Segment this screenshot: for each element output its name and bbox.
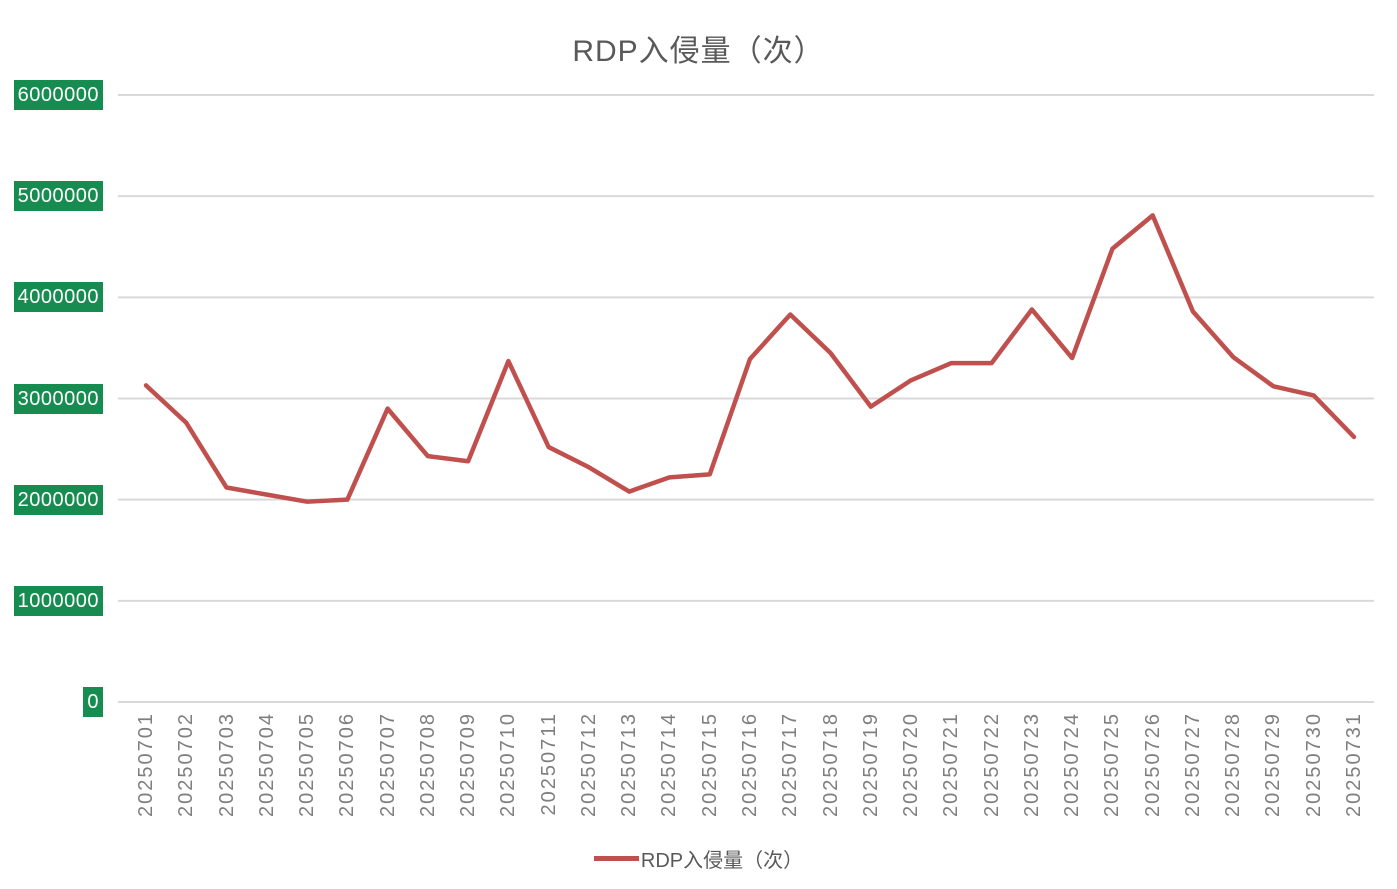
x-axis-label: 20250715 xyxy=(698,712,721,817)
x-axis-label: 20250717 xyxy=(779,712,802,817)
y-axis-label: 1000000 xyxy=(0,585,103,616)
x-axis-label: 20250728 xyxy=(1222,712,1245,817)
x-axis-label: 20250719 xyxy=(859,712,882,817)
x-axis-label: 20250707 xyxy=(376,712,399,817)
y-axis-label-text: 3000000 xyxy=(13,383,103,414)
x-axis-label: 20250716 xyxy=(739,712,761,817)
x-axis-label: 20250706 xyxy=(336,712,359,817)
x-axis-label: 20250702 xyxy=(175,712,198,817)
legend-label: RDP入侵量（次） xyxy=(640,850,804,872)
x-axis-label: 20250721 xyxy=(940,712,963,817)
x-axis-label: 20250724 xyxy=(1061,712,1084,817)
series-line xyxy=(143,213,1357,504)
x-axis-label: 20250730 xyxy=(1302,712,1325,817)
x-axis-label: 20250705 xyxy=(296,712,319,817)
x-axis-label: 20250710 xyxy=(497,712,520,817)
y-axis-label-text: 0 xyxy=(83,687,103,717)
x-axis-label: 20250718 xyxy=(819,712,842,817)
x-axis-label: 20250712 xyxy=(577,712,600,817)
x-axis-label: 20250708 xyxy=(416,712,439,817)
y-axis-label: 4000000 xyxy=(0,282,103,313)
y-axis-label-text: 1000000 xyxy=(13,585,103,616)
y-axis-label: 0 xyxy=(0,687,103,717)
legend: RDP入侵量（次） xyxy=(0,844,1397,873)
y-axis-label-text: 2000000 xyxy=(13,484,103,515)
y-axis-label: 2000000 xyxy=(0,484,103,515)
x-axis-label: 20250704 xyxy=(255,712,278,817)
y-axis-label-text: 5000000 xyxy=(13,181,103,212)
y-axis-label: 5000000 xyxy=(0,181,103,212)
y-axis-label-text: 6000000 xyxy=(13,80,103,110)
chart-title: RDP入侵量（次） xyxy=(572,35,825,68)
x-axis-label: 20250711 xyxy=(537,712,560,816)
x-axis-label: 20250729 xyxy=(1262,712,1285,817)
x-axis-label: 20250731 xyxy=(1343,712,1365,817)
x-axis-label: 20250713 xyxy=(618,712,641,817)
y-axis-label-text: 4000000 xyxy=(13,282,103,313)
x-axis-label: 20250709 xyxy=(457,712,480,817)
legend-line-swatch xyxy=(593,856,639,861)
x-axis-label: 20250727 xyxy=(1181,712,1204,817)
x-axis-label: 20250720 xyxy=(900,712,923,817)
x-axis-label: 20250701 xyxy=(135,712,157,817)
x-axis-label: 20250726 xyxy=(1141,712,1164,817)
y-axis-label: 6000000 xyxy=(0,80,103,110)
y-axis-label: 3000000 xyxy=(0,383,103,414)
x-axis-label: 20250725 xyxy=(1101,712,1124,817)
x-axis-label: 20250703 xyxy=(215,712,238,817)
x-axis-label: 20250723 xyxy=(1020,712,1043,817)
x-axis-label: 20250722 xyxy=(980,712,1003,817)
x-axis-label: 20250714 xyxy=(658,712,681,817)
gridlines xyxy=(118,94,1374,703)
